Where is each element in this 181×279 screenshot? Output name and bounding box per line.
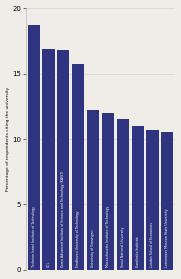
Text: Eindhoven University of Technology: Eindhoven University of Technology: [76, 210, 80, 267]
Text: Massachusetts Institute of Technology: Massachusetts Institute of Technology: [106, 205, 110, 267]
Bar: [87, 110, 99, 270]
Bar: [117, 119, 129, 270]
Bar: [161, 133, 173, 270]
Text: UCL: UCL: [47, 260, 50, 267]
Text: Technion Israel Institute of Technology: Technion Israel Institute of Technology: [32, 206, 36, 267]
Text: Korea Advanced Institute of Science and Technology (KAIST): Korea Advanced Institute of Science and …: [61, 170, 65, 267]
Bar: [132, 126, 144, 270]
Text: London School of Economics: London School of Economics: [150, 222, 154, 267]
Bar: [72, 64, 84, 270]
Bar: [42, 49, 55, 270]
Text: Lomonosov Moscow State University: Lomonosov Moscow State University: [165, 208, 169, 267]
Text: Seoul National University: Seoul National University: [121, 226, 125, 267]
Bar: [102, 113, 114, 270]
Y-axis label: Percentage of respondents citing the university: Percentage of respondents citing the uni…: [6, 87, 10, 191]
Bar: [57, 50, 70, 270]
Bar: [28, 25, 40, 270]
Bar: [146, 130, 159, 270]
Text: Karolinska Institute: Karolinska Institute: [136, 236, 140, 267]
Text: University of Groningen: University of Groningen: [91, 229, 95, 267]
